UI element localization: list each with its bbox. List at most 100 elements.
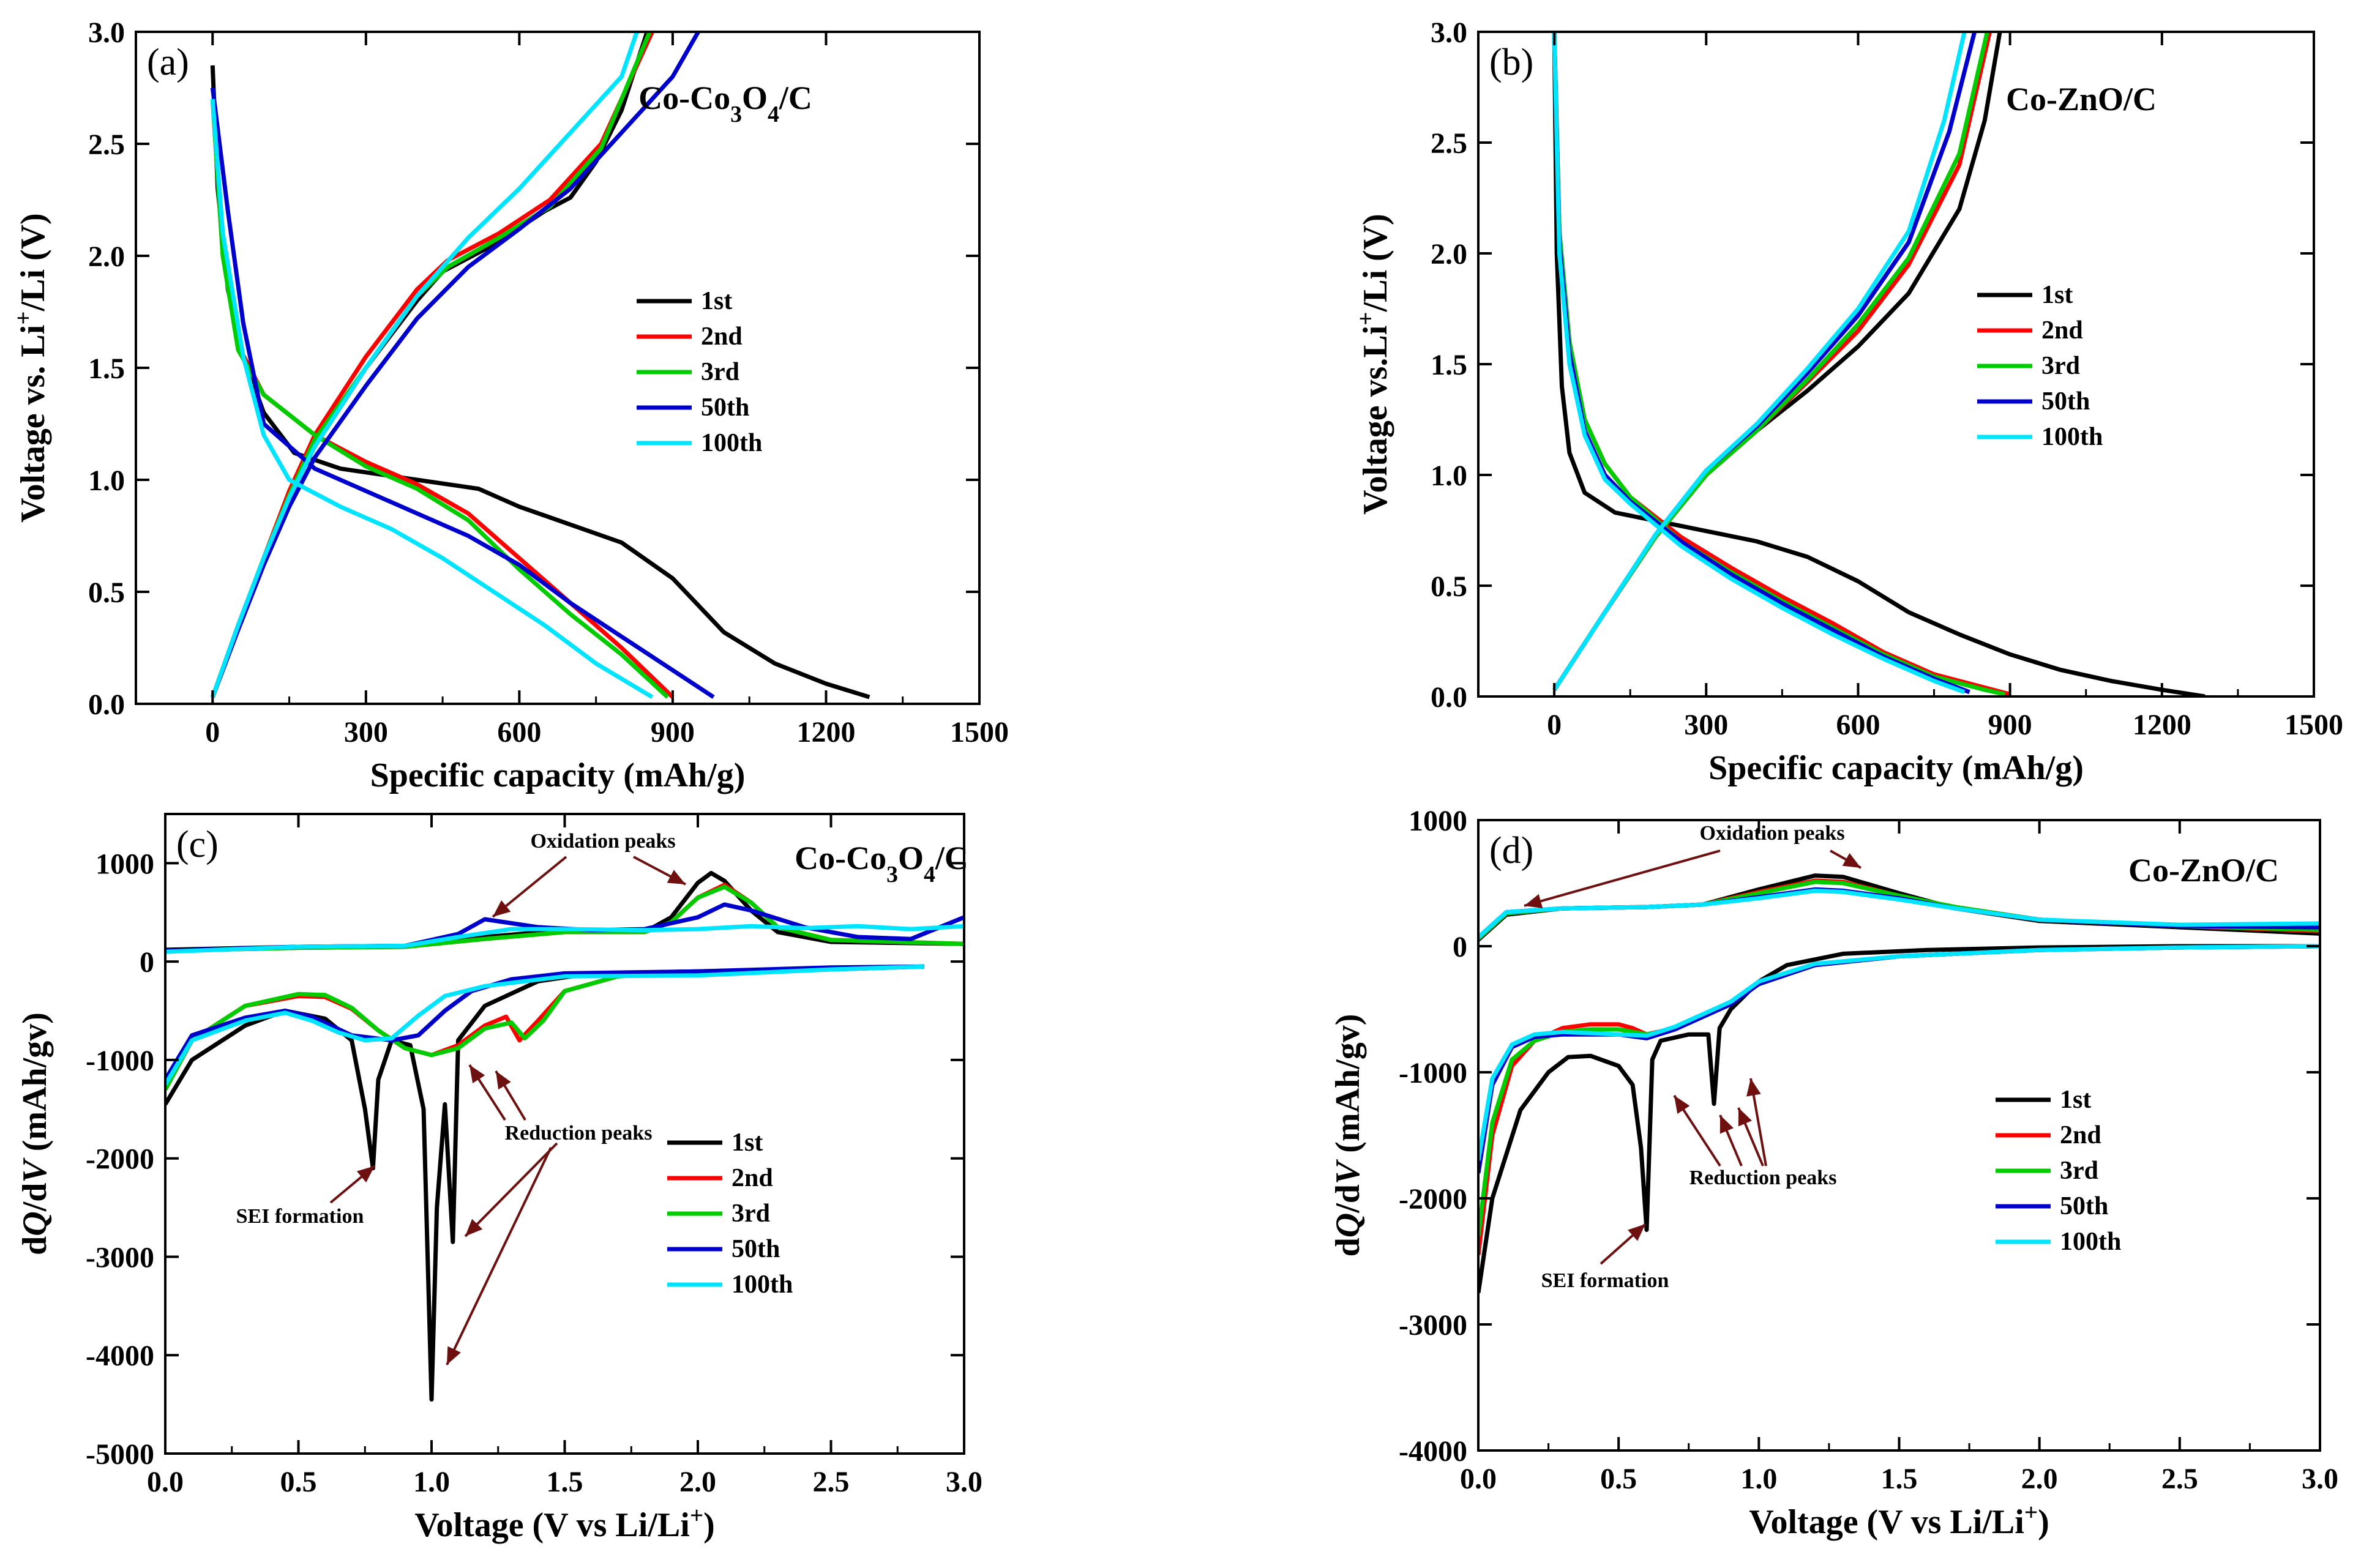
legend-label-2nd: 2nd (2041, 316, 2083, 345)
series-100th-charge-line (1552, 32, 1967, 692)
y-tick-label: 2.0 (1431, 238, 1467, 271)
panel-d: 0.0 0.5 1.0 1.5 2.0 2.5 3.0 1000 0 -1000 -2000 -300… (1329, 805, 2338, 1541)
x-tick-label: 0 (1547, 709, 1562, 741)
series-3rd-charge-line (211, 32, 652, 698)
y-tick-label: 0.5 (88, 577, 125, 609)
x-tick-label: 0 (205, 716, 220, 749)
x-tick-label: 600 (1836, 709, 1880, 741)
legend-label-50th: 50th (2041, 387, 2090, 416)
reduction-arrow-head (496, 1071, 511, 1090)
series-100th-reduction-line (1478, 944, 2320, 1161)
x-axis-label: Specific capacity (mAh/g) (370, 756, 746, 794)
legend-label-1st: 1st (731, 1129, 763, 1157)
y-tick-label: 2.5 (1431, 127, 1467, 160)
series-50th-oxidation-line (1478, 887, 2320, 939)
y-tick-label: 1.5 (88, 353, 125, 385)
legend-label-100th: 100th (2041, 423, 2103, 451)
y-tick-label: 2.0 (88, 241, 125, 273)
legend-label-100th: 100th (731, 1271, 793, 1299)
y-tick-label: 1.0 (1431, 460, 1467, 492)
reduction-arrow-head (470, 1065, 485, 1084)
x-tick-label: 1500 (2284, 709, 2343, 741)
x-tick-label: 1.0 (1740, 1463, 1777, 1495)
x-tick-label: 1500 (950, 716, 1009, 749)
series-100th-oxidation-line (165, 924, 964, 954)
plot-frame (1477, 819, 2321, 1452)
x-tick-label: 2.5 (813, 1466, 850, 1498)
panel-label: (c) (176, 824, 219, 865)
reduction-peaks-label: Reduction peaks (1689, 1167, 1837, 1189)
legend-label-100th: 100th (2060, 1228, 2121, 1256)
oxidation-peaks-label: Oxidation peaks (1699, 822, 1844, 845)
x-tick-label: 2.0 (679, 1466, 716, 1498)
series-3rd-oxidation-line (165, 884, 964, 953)
y-tick-label: -2000 (1399, 1183, 1467, 1215)
x-tick-label: 2.0 (2021, 1463, 2058, 1495)
x-axis-label: Voltage (V vs Li/Li+) (414, 1503, 715, 1545)
series-2nd-reduction-line (1478, 944, 2320, 1256)
x-tick-label: 900 (651, 716, 695, 749)
y-tick-label: -4000 (86, 1340, 154, 1372)
material-label: Co-Co3O4/C (795, 840, 968, 887)
y-tick-label: 0 (140, 946, 154, 979)
legend-label-3rd: 3rd (701, 358, 739, 386)
y-tick-label: -4000 (1399, 1435, 1467, 1468)
annotations: Oxidation peaks Reduction peaks SEI format… (236, 830, 686, 1365)
series-1st-reduction-line (1478, 944, 2320, 1294)
y-tick-label: 1000 (1409, 805, 1467, 837)
legend-label-3rd: 3rd (2060, 1157, 2098, 1185)
panel-label: (d) (1489, 830, 1533, 872)
legend-label-50th: 50th (731, 1235, 780, 1263)
y-tick-label: 1000 (95, 848, 154, 880)
panel-label: (b) (1489, 42, 1533, 83)
y-tick-label: 1.5 (1431, 349, 1467, 381)
series-100th-charge-line (211, 32, 639, 698)
series-100th-discharge-line (210, 99, 654, 700)
series-100th-discharge-line (1552, 32, 1966, 695)
series-2nd-discharge-line (210, 99, 675, 699)
plot-area (1478, 873, 2320, 1294)
x-tick-label: 300 (1684, 709, 1728, 741)
y-axis-label: Voltage vs. Li+/Li (V) (10, 213, 53, 523)
reduction-peaks-label: Reduction peaks (505, 1122, 653, 1144)
reduction-arrow-head (1738, 1108, 1752, 1127)
x-tick-label: 600 (497, 716, 541, 749)
material-label: Co-Co3O4/C (638, 80, 812, 127)
reduction-arrow (446, 1147, 552, 1365)
legend-label-50th: 50th (701, 394, 749, 422)
legend-label-2nd: 2nd (701, 323, 743, 351)
x-axis-label: Voltage (V vs Li/Li+) (1749, 1499, 2049, 1542)
legend-label-50th: 50th (2060, 1192, 2108, 1220)
sei-formation-label: SEI formation (236, 1205, 364, 1228)
y-axis-label: dQ/dV (mAh/gv) (1329, 1014, 1367, 1257)
x-tick-label: 0.0 (147, 1466, 184, 1498)
plot-frame (1477, 31, 2315, 698)
y-tick-label: 0.0 (88, 689, 125, 721)
y-tick-label: 0.0 (1431, 681, 1467, 714)
legend-label-1st: 1st (2041, 281, 2073, 309)
oxidation-arrow (1524, 849, 1721, 907)
series-1st-discharge-line (1552, 32, 2206, 696)
reduction-arrow-head (1719, 1115, 1734, 1134)
x-tick-label: 1.0 (413, 1466, 450, 1498)
y-axis-label: dQ/dV (mAh/gv) (16, 1012, 54, 1255)
series-50th-charge-line (211, 32, 700, 698)
legend-label-3rd: 3rd (2041, 352, 2080, 380)
panel-label: (a) (147, 42, 189, 83)
reduction-arrow (464, 1142, 558, 1238)
x-tick-label: 300 (344, 716, 388, 749)
reduction-arrow-head (465, 1219, 483, 1236)
material-label: Co-ZnO/C (2006, 81, 2157, 118)
panel-b: 0 300 600 900 1200 1500 0.0 0.5 1.0 1.5 2.0 2.5 3.0 S… (1353, 17, 2344, 787)
x-tick-label: 3.0 (946, 1466, 982, 1498)
sei-arrow-head (356, 1166, 375, 1183)
series-1st-charge-line (211, 32, 649, 698)
y-tick-label: -3000 (1399, 1309, 1467, 1342)
y-tick-label: 3.0 (88, 17, 125, 49)
y-tick-label: 2.5 (88, 129, 125, 161)
y-axis-label: Voltage vs.Li+/Li (V) (1353, 214, 1395, 515)
x-tick-label: 0.5 (280, 1466, 317, 1498)
series-100th-reduction-line (165, 964, 924, 1086)
annotations: Oxidation peaks Reduction peaks SEI format… (1524, 822, 1861, 1292)
